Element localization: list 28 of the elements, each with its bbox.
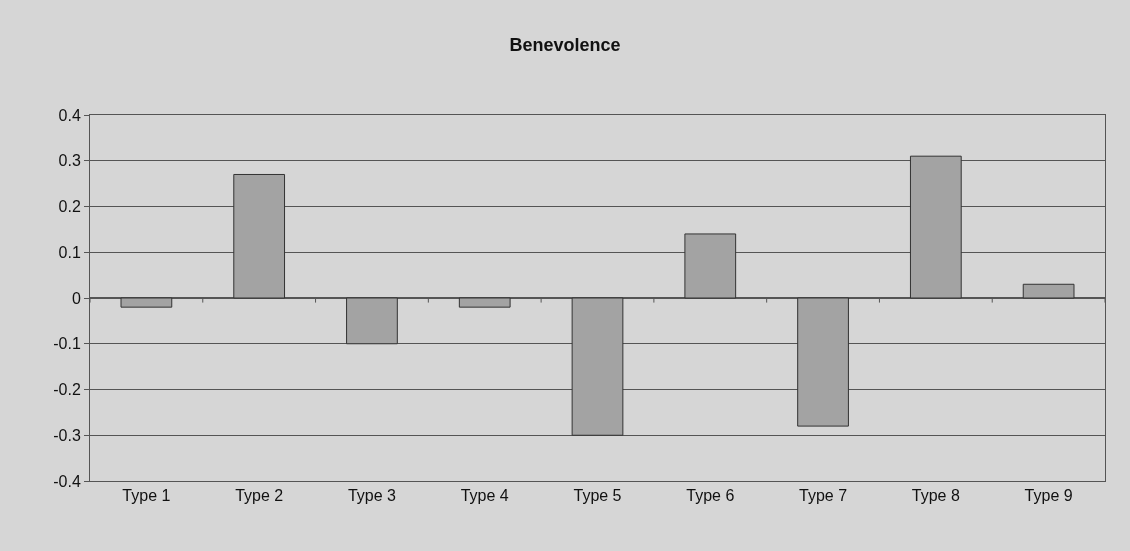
bar xyxy=(120,297,173,308)
x-tick-label: Type 8 xyxy=(911,487,960,505)
x-tick-label: Type 1 xyxy=(122,487,171,505)
bar xyxy=(909,155,962,299)
y-tick-label: -0.1 xyxy=(53,335,81,353)
y-tick-label: -0.3 xyxy=(53,426,81,444)
bar xyxy=(684,233,737,299)
bar xyxy=(233,173,286,299)
bar xyxy=(571,297,624,436)
x-tick-label: Type 9 xyxy=(1024,487,1073,505)
x-tick-label: Type 4 xyxy=(460,487,509,505)
bar xyxy=(458,297,511,308)
x-tick-label: Type 2 xyxy=(235,487,284,505)
chart-title: Benevolence xyxy=(509,35,621,56)
y-tick-label: 0 xyxy=(71,289,81,307)
y-tick-label: -0.4 xyxy=(53,472,81,490)
y-tick-label: 0.2 xyxy=(58,198,81,216)
x-tick-label: Type 3 xyxy=(347,487,397,505)
y-tick-label: 0.3 xyxy=(58,152,81,170)
y-tick-label: -0.2 xyxy=(53,381,81,399)
bar xyxy=(797,297,849,427)
x-tick-label: Type 7 xyxy=(799,487,848,505)
y-tick-label: 0.4 xyxy=(58,106,81,124)
x-tick-label: Type 6 xyxy=(686,487,735,505)
y-tick-label: 0.1 xyxy=(58,243,81,261)
bar xyxy=(1022,283,1075,299)
bar xyxy=(346,297,398,345)
x-tick-label: Type 5 xyxy=(573,487,622,505)
